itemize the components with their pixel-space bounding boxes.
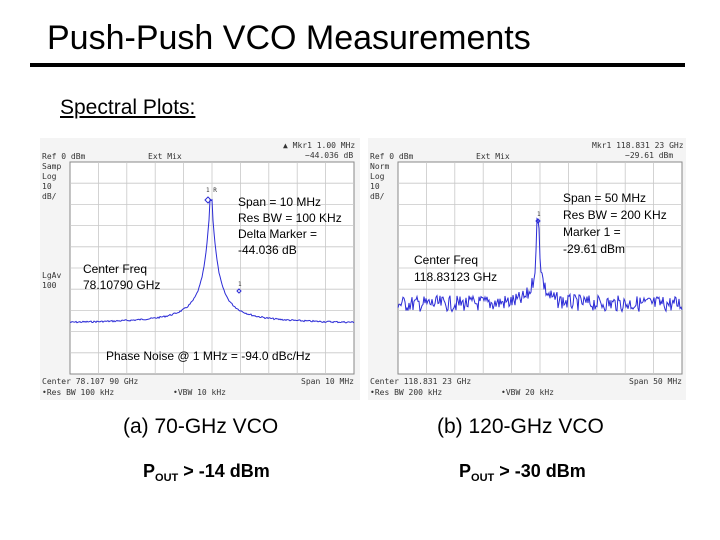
annotation-center-label: Center Freq <box>83 262 147 276</box>
marker-r-label: 1 R <box>206 187 217 194</box>
scale-unit: dB/ <box>42 192 57 201</box>
graticule <box>69 161 355 375</box>
span-setting: Span 10 MHz <box>301 377 354 386</box>
annotation-delta-label: Delta Marker = <box>238 227 317 241</box>
scale-type: Log <box>42 172 57 181</box>
center-frequency: Center 118.831 23 GHz <box>370 377 471 386</box>
caption-70ghz: (a) 70-GHz VCO <box>123 415 279 438</box>
output-power-70ghz: POUT > -14 dBm <box>143 461 270 484</box>
pout-symbol: P <box>459 461 472 481</box>
detector-mode: Samp <box>42 162 61 171</box>
marker-readout-freq: Mkr1 118.831 23 GHz <box>592 141 684 150</box>
pout-subscript: OUT <box>471 472 495 484</box>
scale-type: Log <box>370 172 385 181</box>
pout-value: > -30 dBm <box>494 461 586 481</box>
video-bandwidth: •VBW 10 kHz <box>173 388 226 397</box>
span-setting: Span 50 MHz <box>629 377 682 386</box>
detector-mode: Norm <box>370 162 389 171</box>
marker-1 <box>535 218 541 224</box>
output-power-120ghz: POUT > -30 dBm <box>459 461 586 484</box>
spectrum-trace <box>69 198 355 324</box>
pout-subscript: OUT <box>155 472 179 484</box>
scale-div: 10 <box>42 182 52 191</box>
scale-unit: dB/ <box>370 192 385 201</box>
marker-1-label: 1 <box>238 281 242 288</box>
spectrum-plot-70ghz: Ref 0 dBm Samp Log 10 dB/ Ext Mix ▲ Mkr1… <box>40 138 360 400</box>
annotation-phase-noise: Phase Noise @ 1 MHz = -94.0 dBc/Hz <box>106 349 311 363</box>
annotation-resbw: Res BW = 100 KHz <box>238 211 342 225</box>
marker-1-label: 1 <box>537 211 541 218</box>
slide-title: Push-Push VCO Measurements <box>47 19 531 57</box>
ref-level: Ref 0 dBm <box>42 152 86 161</box>
scale-div: 10 <box>370 182 380 191</box>
annotation-marker-value: -29.61 dBm <box>563 242 625 256</box>
subtitle: Spectral Plots: <box>60 96 196 119</box>
pout-symbol: P <box>143 461 156 481</box>
marker-readout-freq: ▲ Mkr1 1.00 MHz <box>283 141 355 150</box>
video-bandwidth: •VBW 20 kHz <box>501 388 554 397</box>
mixer-mode: Ext Mix <box>148 152 182 161</box>
marker-readout-level: −44.036 dB <box>305 151 353 160</box>
spectrum-trace <box>397 217 683 313</box>
annotation-span: Span = 10 MHz <box>238 195 321 209</box>
resolution-bandwidth: •Res BW 100 kHz <box>42 388 114 397</box>
annotation-resbw: Res BW = 200 KHz <box>563 208 667 222</box>
marker-r <box>204 196 212 204</box>
spectrum-plot-120ghz: Ref 0 dBm Norm Log 10 dB/ Ext Mix Mkr1 1… <box>368 138 686 400</box>
average-count: 100 <box>42 281 57 290</box>
center-frequency: Center 78.107 90 GHz <box>42 377 139 386</box>
title-divider <box>30 63 685 67</box>
average-type: LgAv <box>42 271 61 280</box>
annotation-center-value: 118.83123 GHz <box>414 270 497 284</box>
annotation-center-label: Center Freq <box>414 253 478 267</box>
mixer-mode: Ext Mix <box>476 152 510 161</box>
graticule <box>397 161 683 375</box>
annotation-center-value: 78.10790 GHz <box>83 278 160 292</box>
ref-level: Ref 0 dBm <box>370 152 414 161</box>
pout-value: > -14 dBm <box>178 461 270 481</box>
marker-readout-level: −29.61 dBm <box>625 151 673 160</box>
marker-1 <box>236 288 242 294</box>
annotation-marker-label: Marker 1 = <box>563 225 621 239</box>
annotation-span: Span = 50 MHz <box>563 191 646 205</box>
caption-120ghz: (b) 120-GHz VCO <box>437 415 604 438</box>
annotation-delta-value: -44.036 dB <box>238 243 297 257</box>
resolution-bandwidth: •Res BW 200 kHz <box>370 388 442 397</box>
